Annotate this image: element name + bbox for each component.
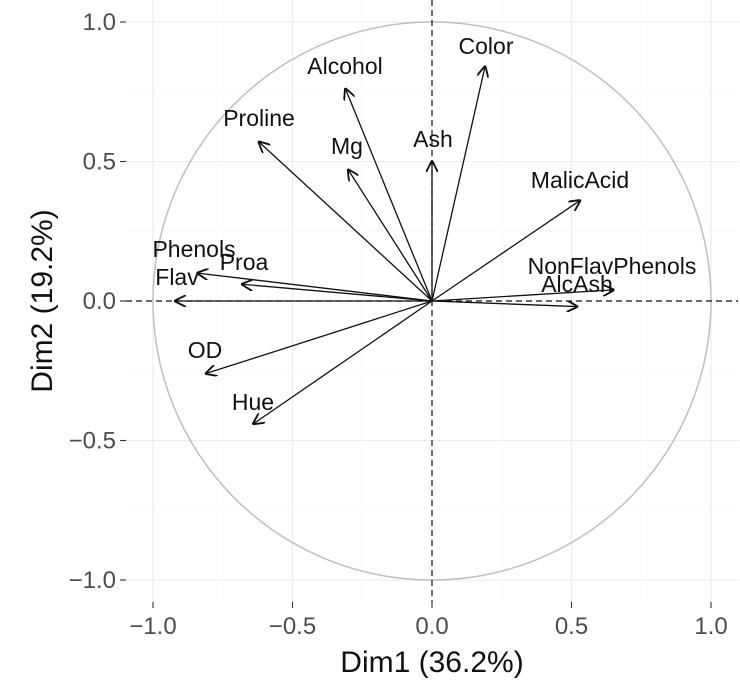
label-nonflavphenols: NonFlavPhenols	[528, 253, 697, 279]
label-flav: Flav	[155, 264, 199, 290]
arrow-color	[431, 67, 485, 302]
y-tick-label: 0.0	[83, 288, 116, 315]
variable-arrows	[175, 67, 613, 424]
x-tick-label: −1.0	[129, 613, 176, 640]
label-phenols: Phenols	[152, 236, 235, 262]
label-hue: Hue	[232, 389, 274, 415]
label-ash: Ash	[413, 126, 453, 152]
label-alcohol: Alcohol	[307, 53, 382, 79]
arrow-nonflavphenols	[431, 290, 613, 302]
label-od: OD	[188, 337, 223, 363]
label-mg: Mg	[331, 133, 363, 159]
y-axis-title: Dim2 (19.2%)	[26, 209, 59, 392]
arrow-proa	[242, 284, 433, 302]
label-alcash: AlcAsh	[541, 271, 613, 297]
arrow-alcash	[431, 301, 577, 307]
variable-labels: Alcohol Color Proline Mg Ash MalicAcid Phenols…	[152, 33, 696, 415]
arrow-malicacid	[431, 201, 580, 302]
arrow-phenols	[198, 273, 433, 302]
x-tick-label: 0.0	[415, 613, 448, 640]
y-tick-label: −0.5	[69, 428, 116, 455]
y-tick-label: −1.0	[69, 567, 116, 594]
label-malicacid: MalicAcid	[531, 167, 629, 193]
x-tick-label: 0.5	[555, 613, 588, 640]
arrow-proline	[259, 142, 433, 302]
arrow-alcohol	[346, 89, 433, 302]
arrow-od	[206, 300, 433, 374]
arrow-hue	[253, 300, 433, 424]
axes: −1.0 −0.5 0.0 0.5 1.0 −1.0 −0.5 0.0 0.5 1.0	[69, 9, 728, 640]
label-proline: Proline	[223, 105, 295, 131]
label-proa: Proa	[220, 249, 269, 275]
label-color: Color	[459, 33, 514, 59]
x-axis-title: Dim1 (36.2%)	[340, 646, 523, 679]
x-tick-label: −0.5	[269, 613, 316, 640]
x-tick-label: 1.0	[694, 613, 727, 640]
arrow-mg	[348, 170, 433, 302]
y-tick-label: 1.0	[83, 9, 116, 36]
y-tick-label: 0.5	[83, 149, 116, 176]
